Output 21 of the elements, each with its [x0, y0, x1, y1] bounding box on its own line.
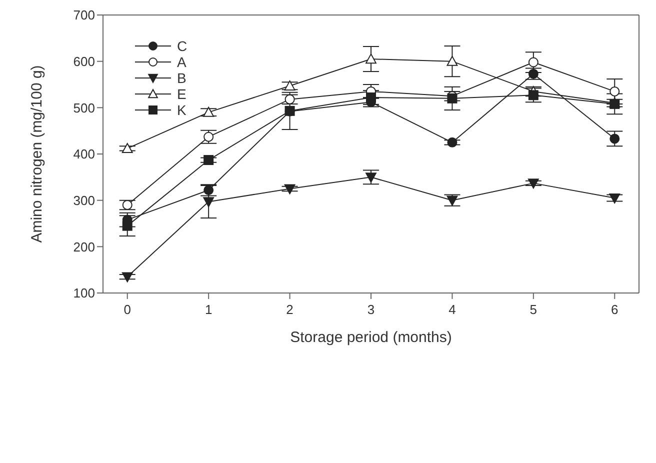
- x-tick-label: 6: [611, 302, 618, 318]
- y-tick-label: 200: [73, 239, 95, 254]
- x-tick-label: 3: [367, 302, 375, 318]
- legend-label: B: [177, 70, 186, 86]
- x-tick-label: 4: [448, 302, 456, 318]
- x-tick-label: 2: [286, 302, 294, 318]
- y-tick-label: 700: [73, 8, 95, 23]
- y-tick-label: 500: [73, 100, 95, 116]
- y-tick-label: 100: [73, 286, 95, 301]
- legend-label: A: [177, 54, 186, 70]
- x-axis-title: Storage period (months): [290, 329, 452, 346]
- y-tick-label: 600: [73, 54, 95, 69]
- x-tick-label: 1: [204, 302, 212, 318]
- x-tick-label: 5: [530, 302, 538, 318]
- y-tick-label: 400: [73, 146, 95, 162]
- y-tick-label: 300: [73, 192, 95, 208]
- y-axis-title: Amino nitrogen (mg/100 g): [28, 65, 46, 243]
- legend-label: C: [177, 38, 188, 54]
- legend-label: K: [177, 102, 186, 118]
- legend-label: E: [177, 86, 186, 102]
- x-tick-label: 0: [124, 302, 131, 318]
